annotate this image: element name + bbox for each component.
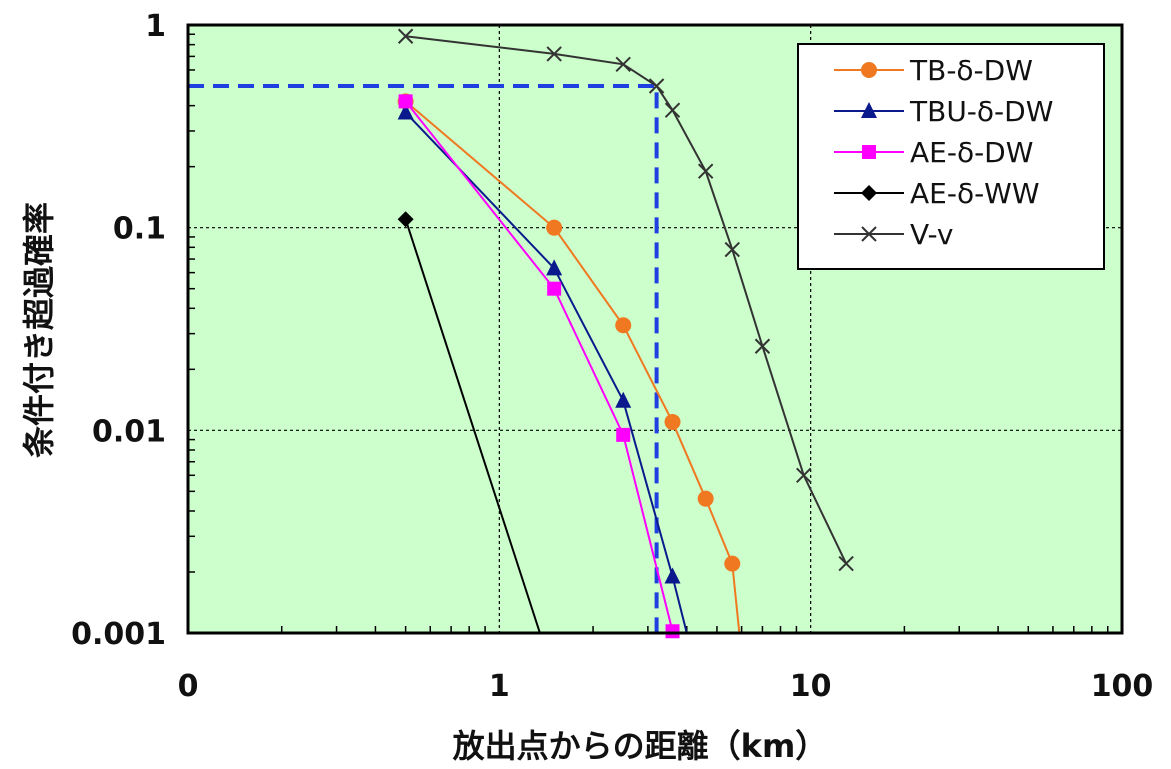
series-group bbox=[397, 28, 854, 639]
data-point bbox=[546, 219, 563, 236]
legend: TB-δ-DW TBU-δ-DW AE-δ-DW AE-δ-WW V-v bbox=[797, 43, 1105, 270]
series-aeww bbox=[397, 211, 541, 634]
data-point bbox=[838, 555, 854, 572]
legend-marker bbox=[862, 145, 876, 159]
legend-item: V-v bbox=[834, 218, 953, 251]
legend-box bbox=[797, 43, 1105, 270]
series-aedw bbox=[398, 94, 680, 639]
data-point bbox=[615, 317, 632, 334]
data-point bbox=[648, 78, 665, 94]
y-tick-label: 0.1 bbox=[113, 212, 166, 247]
data-point bbox=[724, 555, 741, 572]
data-point bbox=[397, 103, 414, 120]
legend-marker bbox=[861, 102, 877, 118]
legend-label: AE-δ-WW bbox=[910, 177, 1040, 210]
y-tick-label: 0.001 bbox=[71, 617, 166, 652]
legend-item: TBU-δ-DW bbox=[834, 95, 1053, 128]
legend-item: AE-δ-DW bbox=[834, 136, 1033, 169]
legend-label: V-v bbox=[910, 218, 953, 251]
x-tick-label: 1 bbox=[489, 669, 510, 704]
reference-lines bbox=[188, 84, 659, 633]
x-tick-labels: 0 1 10 100 bbox=[178, 669, 1154, 704]
legend-marker bbox=[861, 185, 877, 201]
y-tick-labels: 1 0.1 0.01 0.001 bbox=[71, 9, 166, 652]
x-tick-label: 100 bbox=[1091, 669, 1154, 704]
data-point bbox=[616, 427, 631, 442]
y-tick-label: 1 bbox=[145, 9, 166, 44]
legend-item: AE-δ-WW bbox=[834, 177, 1040, 210]
data-point bbox=[665, 624, 680, 639]
data-point bbox=[615, 391, 632, 408]
data-point bbox=[796, 467, 812, 484]
legend-marker bbox=[861, 226, 877, 242]
x-axis-title: 放出点からの距離（km） bbox=[453, 727, 828, 765]
reference-dashed-line bbox=[188, 84, 659, 633]
data-point bbox=[664, 567, 681, 584]
x-tick-label: 10 bbox=[790, 669, 832, 704]
data-point bbox=[615, 56, 631, 72]
legend-label: AE-δ-DW bbox=[910, 136, 1033, 169]
data-point bbox=[397, 28, 414, 44]
data-point bbox=[546, 46, 562, 62]
series-tbdw bbox=[397, 93, 741, 634]
series-line bbox=[404, 218, 541, 634]
data-point bbox=[546, 259, 563, 276]
legend-marker bbox=[861, 62, 877, 78]
series-line bbox=[404, 100, 674, 632]
y-tick-label: 0.01 bbox=[92, 414, 166, 449]
x-tick-label: 0 bbox=[178, 669, 199, 704]
data-point bbox=[664, 413, 681, 430]
data-point bbox=[398, 94, 413, 109]
data-point bbox=[397, 211, 414, 228]
series-vv bbox=[397, 28, 854, 572]
series-tbudw bbox=[397, 103, 688, 634]
data-point bbox=[697, 163, 714, 179]
legend-item: TB-δ-DW bbox=[834, 54, 1033, 87]
y-axis-title: 条件付き超過確率 bbox=[20, 202, 58, 458]
legend-label: TB-δ-DW bbox=[909, 54, 1033, 87]
series-line bbox=[405, 35, 848, 565]
plot-frame bbox=[186, 23, 1124, 635]
data-point bbox=[547, 281, 562, 296]
data-point bbox=[697, 490, 714, 507]
data-point bbox=[754, 338, 771, 354]
legend-label: TBU-δ-DW bbox=[909, 95, 1053, 128]
data-point bbox=[724, 241, 740, 258]
data-point bbox=[664, 102, 681, 118]
